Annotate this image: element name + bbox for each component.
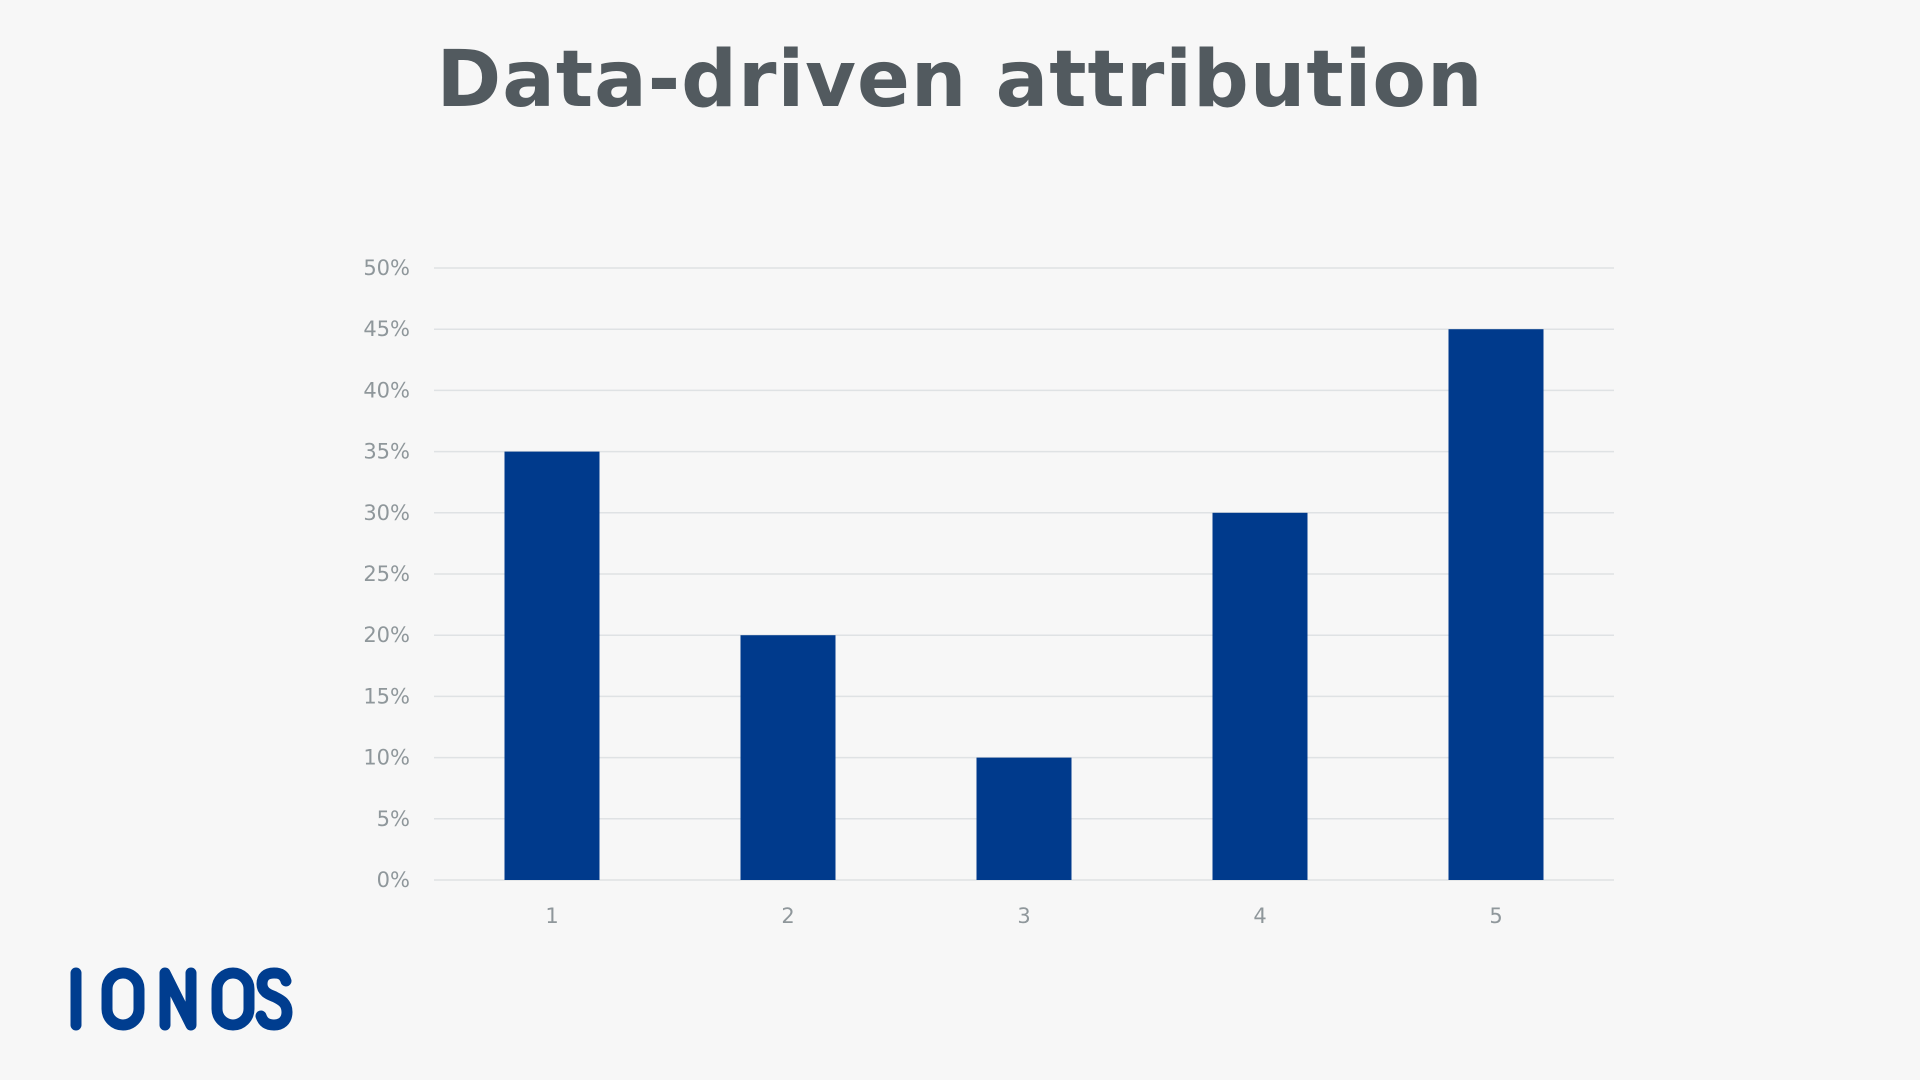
- bar-2: [740, 635, 836, 880]
- y-tick-label: 5%: [377, 807, 410, 831]
- bars: [504, 329, 1544, 880]
- y-tick-label: 35%: [363, 440, 410, 464]
- y-axis: 0% 5% 10% 15% 20% 25% 30% 35% 40% 45% 50%: [363, 256, 410, 892]
- bar-5: [1448, 329, 1544, 880]
- y-tick-label: 40%: [363, 378, 410, 402]
- chart-title: Data-driven attribution: [436, 35, 1484, 125]
- y-tick-label: 50%: [363, 256, 410, 280]
- y-tick-label: 15%: [363, 684, 410, 708]
- x-tick-label: 4: [1253, 904, 1266, 928]
- x-axis: 1 2 3 4 5: [545, 904, 1502, 928]
- ionos-logo: [70, 967, 293, 1031]
- bar-1: [504, 451, 600, 880]
- bar-3: [976, 757, 1072, 880]
- y-tick-label: 10%: [363, 746, 410, 770]
- y-tick-label: 45%: [363, 317, 410, 341]
- bar-4: [1212, 512, 1308, 880]
- x-tick-label: 3: [1017, 904, 1030, 928]
- y-tick-label: 20%: [363, 623, 410, 647]
- y-tick-label: 30%: [363, 501, 410, 525]
- y-tick-label: 0%: [377, 868, 410, 892]
- x-tick-label: 1: [545, 904, 558, 928]
- x-tick-label: 5: [1489, 904, 1502, 928]
- x-tick-label: 2: [781, 904, 794, 928]
- y-tick-label: 25%: [363, 562, 410, 586]
